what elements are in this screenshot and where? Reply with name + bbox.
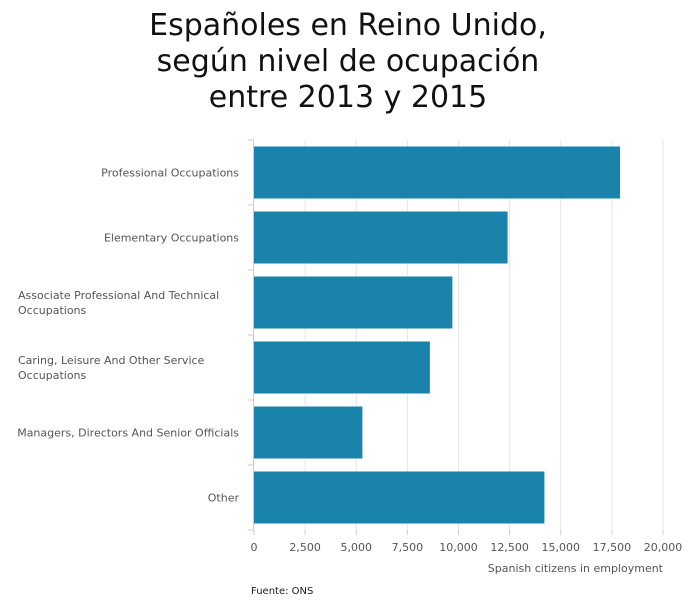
grid-lines	[304, 140, 664, 530]
x-tick-labels: 0 2,500 5,000 7,500 10,000 12,500 15,000 17,500…	[251, 541, 683, 554]
bar	[254, 211, 508, 264]
category-label: Other	[208, 492, 240, 505]
x-tick-label: 20,000	[644, 541, 683, 554]
x-tick-label: 2,500	[289, 541, 321, 554]
category-label: Elementary Occupations	[104, 232, 239, 245]
category-label: Professional Occupations	[101, 167, 239, 180]
category-label: Caring, Leisure And Other Service Occupat…	[18, 354, 205, 382]
x-tick-label: 17,500	[593, 541, 632, 554]
category-labels: Professional Occupations Elementary Occup…	[17, 167, 239, 505]
bar	[254, 146, 621, 199]
x-tick-label: 15,000	[542, 541, 581, 554]
bar	[254, 341, 430, 394]
source-note: Fuente: ONS	[251, 586, 314, 597]
x-tick-label: 0	[251, 541, 258, 554]
category-label: Associate Professional And Technical Occu…	[18, 289, 219, 317]
x-axis-title: Spanish citizens in employment	[488, 562, 664, 575]
bar	[254, 471, 545, 524]
bar	[254, 276, 453, 329]
x-tick-label: 12,500	[490, 541, 529, 554]
x-tick-label: 7,500	[392, 541, 424, 554]
bars	[254, 146, 621, 524]
category-label: Managers, Directors And Senior Officials	[17, 427, 239, 440]
x-tick-label: 5,000	[341, 541, 373, 554]
bar	[254, 406, 363, 459]
chart-title: Españoles en Reino Unido, según nivel de…	[149, 8, 547, 115]
x-tick-label: 10,000	[439, 541, 478, 554]
axes	[248, 139, 664, 535]
